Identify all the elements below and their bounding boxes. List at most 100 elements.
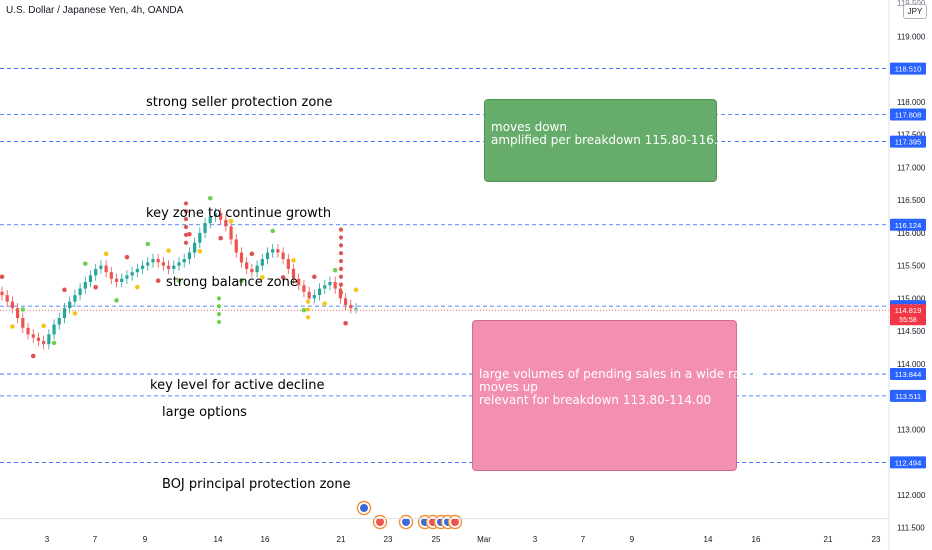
signal-dot — [51, 340, 57, 346]
signal-dot — [338, 258, 344, 264]
candle-body — [265, 252, 270, 260]
y-tick-label: 111.500 — [897, 524, 925, 533]
x-tick-label: 3 — [45, 535, 50, 544]
signal-dot — [338, 274, 344, 279]
signal-dot — [338, 290, 344, 295]
signal-dot — [41, 323, 46, 329]
signal-dot — [338, 227, 344, 232]
level-price-label: 112.494 — [895, 458, 922, 467]
candle-body — [182, 259, 186, 263]
candle-body — [323, 285, 327, 289]
x-tick-label: 9 — [143, 535, 148, 544]
level-price-badge — [890, 389, 926, 402]
signal-dot — [145, 241, 151, 247]
signal-dot — [218, 235, 223, 241]
level-price-badge — [890, 62, 926, 75]
currency-badge[interactable]: JPY — [903, 4, 927, 19]
calendar-event-icon[interactable] — [372, 514, 388, 530]
x-tick-label: 7 — [581, 535, 586, 544]
candle-body — [146, 262, 150, 266]
candle-body — [125, 275, 129, 279]
signal-dot — [228, 218, 234, 224]
x-tick-label: 25 — [432, 535, 441, 544]
candle-body — [333, 282, 337, 289]
zone-label-boj-protection: BOJ principal protection zone — [162, 477, 351, 492]
countdown-label: 55:58 — [899, 317, 917, 324]
pink-note-line: relevant for breakdown 113.80-114.00 — [479, 393, 712, 407]
candle-body — [245, 262, 249, 269]
candle-body — [354, 308, 358, 310]
signal-dot — [338, 251, 344, 256]
symbol-title[interactable]: U.S. Dollar / Japanese Yen, 4h, OANDA — [6, 5, 184, 16]
x-tick-label: Mar — [477, 535, 491, 544]
x-tick-label: 14 — [214, 535, 223, 544]
candle-body — [193, 242, 197, 253]
level-price-badge — [890, 135, 926, 148]
level-price-badge — [890, 368, 926, 381]
y-tick-label: 117.000 — [897, 163, 926, 172]
signal-dot — [338, 243, 344, 248]
candle-body — [208, 216, 212, 224]
signal-dot — [187, 231, 192, 237]
green-note-line: amplified per breakdown 115.80-116.20 — [491, 133, 733, 147]
candle-body — [281, 252, 285, 260]
pink-note-box[interactable]: large volumes of pending sales in a wide… — [472, 320, 763, 471]
signal-dot — [176, 278, 182, 283]
zone-label-large-options: large options — [162, 405, 247, 420]
signal-dot — [343, 320, 348, 326]
signal-dot — [82, 261, 88, 266]
signal-dot — [183, 224, 189, 230]
level-price-badge — [890, 108, 926, 121]
candle-body — [312, 295, 316, 299]
signal-dot — [239, 278, 244, 283]
candle-body — [307, 291, 311, 299]
signal-dot — [305, 307, 311, 312]
current-price-badge — [890, 304, 926, 326]
candle-body — [172, 265, 176, 269]
signal-dot — [301, 307, 307, 313]
signal-dot — [270, 228, 276, 234]
candle-body — [219, 213, 223, 220]
signal-dot — [216, 304, 222, 309]
current-price-label: 114.819 — [895, 306, 922, 315]
x-tick-label: 21 — [337, 535, 346, 544]
x-tick-label: 16 — [752, 535, 761, 544]
signal-dot — [72, 311, 78, 316]
calendar-event-icon[interactable] — [356, 500, 372, 516]
candle-body — [68, 301, 72, 309]
green-note-box[interactable]: moves down amplified per breakdown 115.8… — [484, 99, 733, 182]
signal-dot — [216, 296, 222, 301]
x-tick-label: 21 — [824, 535, 833, 544]
level-price-label: 113.511 — [895, 392, 921, 401]
y-tick-label: 117.500 — [897, 131, 926, 140]
level-price-label: 117.808 — [895, 111, 922, 120]
candle-body — [177, 262, 181, 266]
pink-note-line: large volumes of pending sales in a wide… — [479, 367, 763, 381]
candle-body — [271, 249, 275, 253]
calendar-event-icon[interactable] — [398, 514, 414, 530]
candle-body — [83, 282, 87, 289]
level-price-label: 116.124 — [895, 221, 922, 230]
y-tick-label: 116.000 — [897, 229, 926, 238]
signal-dot — [338, 235, 344, 240]
candle-body — [224, 219, 228, 227]
candle-body — [26, 327, 30, 335]
candle-body — [10, 301, 15, 309]
calendar-event-icon[interactable] — [447, 514, 463, 530]
candle-body — [291, 268, 296, 279]
candle-body — [47, 334, 51, 345]
signal-dot — [305, 315, 311, 320]
candle-body — [229, 226, 233, 240]
x-tick-label: 23 — [872, 535, 881, 544]
signal-dot — [20, 307, 26, 312]
signal-dot — [259, 275, 265, 280]
candle-body — [120, 278, 124, 282]
signal-dot — [183, 240, 189, 245]
candle-body — [130, 272, 134, 276]
y-tick-label: 118.000 — [897, 98, 926, 107]
signal-dot — [30, 353, 36, 359]
signal-dot — [291, 258, 296, 263]
candle-body — [104, 265, 108, 273]
x-tick-label: 7 — [93, 535, 98, 544]
